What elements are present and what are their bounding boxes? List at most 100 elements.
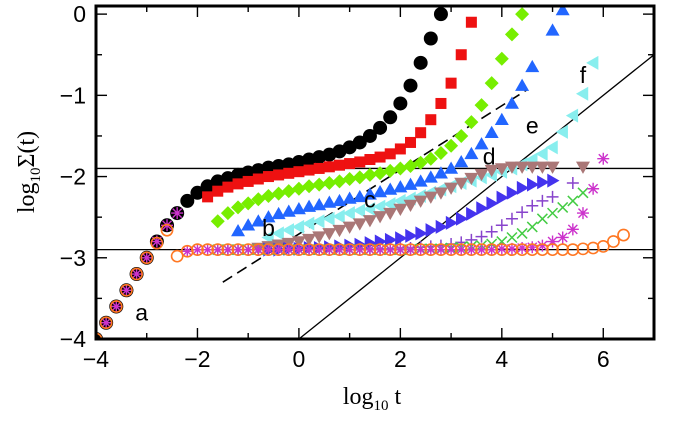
data-point (454, 128, 469, 143)
data-point (231, 200, 246, 215)
data-point (496, 190, 509, 205)
curve-labels: a b c d e f (135, 62, 587, 325)
data-point (384, 232, 398, 247)
data-point (150, 235, 163, 248)
data-point (302, 243, 316, 257)
data-point (537, 175, 550, 190)
data-point (353, 243, 367, 257)
data-point (413, 195, 428, 208)
data-point (212, 185, 224, 197)
data-point (577, 187, 589, 199)
data-point (322, 211, 335, 226)
data-point (232, 178, 244, 190)
data-point (281, 204, 296, 217)
data-point (343, 243, 357, 257)
data-point (271, 206, 286, 220)
data-point (130, 268, 143, 281)
data-point (587, 182, 600, 195)
data-series (96, 6, 630, 339)
data-point (435, 219, 448, 234)
data-point (526, 241, 539, 254)
data-point (342, 221, 357, 234)
data-point (423, 170, 438, 183)
data-point (202, 191, 214, 203)
data-point (403, 78, 418, 93)
data-point (475, 230, 488, 243)
data-point (516, 180, 530, 195)
data-point (425, 223, 438, 238)
data-point (445, 243, 458, 256)
data-point (291, 202, 306, 215)
data-point (364, 154, 376, 166)
series-red-squares (202, 16, 477, 203)
data-point (444, 182, 459, 195)
data-point (383, 243, 397, 257)
data-point (354, 156, 366, 168)
data-point (352, 189, 367, 203)
data-point (515, 78, 530, 91)
y-tick-label: −4 (60, 326, 86, 352)
data-point (373, 199, 386, 214)
data-point (424, 243, 437, 256)
data-point (536, 239, 549, 252)
data-point (474, 137, 489, 150)
data-point (516, 242, 529, 255)
data-point (506, 185, 519, 200)
data-point (535, 161, 550, 174)
data-point (547, 207, 559, 219)
data-point (405, 136, 417, 148)
data-point (232, 243, 245, 256)
data-point (231, 223, 246, 237)
data-point (433, 166, 448, 179)
data-point (242, 175, 254, 187)
data-point (373, 243, 387, 257)
data-point (525, 59, 540, 73)
data-point (323, 243, 336, 256)
data-point (484, 76, 499, 91)
data-point (313, 243, 326, 256)
data-point (546, 243, 559, 257)
data-point (515, 243, 529, 257)
data-point (353, 243, 366, 256)
data-point (140, 251, 153, 264)
data-point (362, 202, 376, 217)
data-point (607, 235, 620, 248)
data-point (99, 316, 113, 330)
data-point (393, 243, 407, 257)
data-point (504, 27, 519, 42)
data-point (261, 189, 276, 204)
data-point (565, 108, 579, 123)
data-point (272, 243, 285, 256)
data-point (484, 164, 499, 178)
data-point (536, 213, 548, 225)
data-point (556, 243, 570, 257)
curve-label-a: a (135, 299, 148, 325)
data-point (434, 243, 447, 256)
curve-label-e: e (526, 113, 539, 139)
x-tick-label: 6 (597, 346, 610, 372)
data-point (271, 226, 284, 241)
data-point (505, 212, 518, 225)
data-point (222, 181, 234, 193)
data-point (394, 243, 407, 256)
data-point (181, 245, 194, 258)
data-point (393, 203, 408, 217)
diagonal-solid-line (298, 54, 654, 339)
data-point (475, 243, 488, 257)
data-point (384, 148, 396, 160)
data-point (405, 228, 418, 243)
data-point (384, 243, 397, 256)
data-point (282, 243, 296, 257)
data-point (109, 300, 123, 313)
data-point (362, 167, 377, 182)
data-point (414, 243, 428, 257)
data-point (373, 166, 388, 181)
data-point (273, 169, 285, 181)
data-point (312, 197, 327, 211)
data-point (566, 223, 579, 236)
data-point (362, 187, 377, 200)
data-point (220, 206, 235, 221)
data-point (313, 162, 325, 174)
y-axis-title-tail: Σ(t) (14, 131, 40, 168)
data-point (262, 243, 275, 256)
